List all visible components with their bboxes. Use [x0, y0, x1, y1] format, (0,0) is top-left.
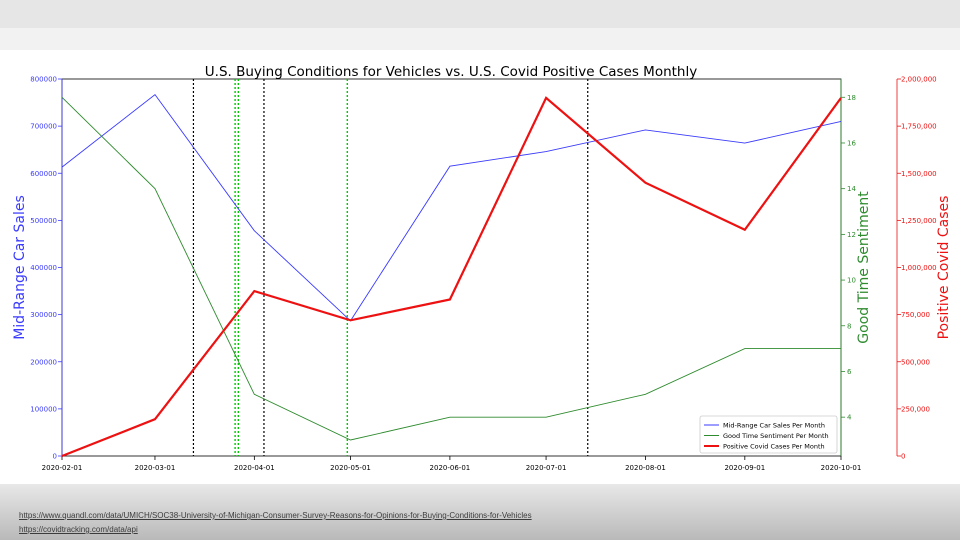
- left-tick-label-1: 100000: [30, 405, 57, 413]
- plot-frame: [61, 78, 842, 457]
- left-tick-label-8: 800000: [30, 76, 57, 84]
- right2-tick-label-5: 1,250,000: [901, 217, 937, 225]
- left-tick-label-0: 0: [53, 453, 57, 461]
- right2-axis-label: Positive Covid Cases: [936, 196, 952, 340]
- sources-footer: https://www.quandl.com/data/UMICH/SOC38-…: [0, 484, 960, 540]
- x-tick-label-6: 2020-08-01: [625, 464, 666, 472]
- series-line-1: [61, 96, 841, 441]
- legend-label-2: Positive Covid Cases Per Month: [723, 443, 825, 451]
- left-axis-label: Mid-Range Car Sales: [12, 195, 28, 340]
- legend-box: [699, 415, 838, 454]
- source-link-umich[interactable]: https://www.quandl.com/data/UMICH/SOC38-…: [19, 511, 532, 520]
- right2-tick-label-4: 1,000,000: [901, 264, 937, 272]
- top-band: [0, 0, 960, 28]
- left-tick-label-7: 700000: [30, 123, 57, 131]
- x-tick-label-1: 2020-03-01: [135, 464, 176, 472]
- right2-tick-label-0: 0: [901, 453, 905, 461]
- chart: 2020-02-01 2020-03-01 2020-04-01 2020-05-01…: [12, 64, 952, 472]
- right1-tick-label-1: 6: [847, 368, 852, 376]
- right1-tick-label-7: 18: [847, 94, 856, 102]
- x-tick-label-3: 2020-05-01: [330, 464, 371, 472]
- series-line-2: [61, 96, 842, 458]
- sub-band: [0, 28, 960, 50]
- chart-title: U.S. Buying Conditions for Vehicles vs. …: [205, 64, 697, 80]
- right2-tick-label-8: 2,000,000: [901, 76, 937, 84]
- right1-tick-label-0: 4: [847, 414, 852, 422]
- series-line-0: [61, 93, 842, 322]
- x-tick-label-7: 2020-09-01: [724, 464, 765, 472]
- right2-tick-label-2: 500,000: [901, 358, 930, 366]
- right2-tick-label-3: 750,000: [901, 311, 930, 319]
- left-tick-label-2: 200000: [30, 358, 57, 366]
- x-tick-label-8: 2020-10-01: [821, 464, 862, 472]
- x-tick-label-4: 2020-06-01: [430, 464, 471, 472]
- legend-label-0: Mid-Range Car Sales Per Month: [723, 422, 825, 430]
- x-tick-label-2: 2020-04-01: [234, 464, 275, 472]
- right1-tick-label-4: 12: [847, 231, 856, 239]
- right1-tick-label-3: 10: [847, 277, 856, 285]
- right2-tick-label-6: 1,500,000: [901, 170, 937, 178]
- right1-tick-label-2: 8: [847, 322, 851, 330]
- right1-tick-label-6: 16: [847, 139, 856, 147]
- source-link-covidtracking[interactable]: https://covidtracking.com/data/api: [19, 525, 138, 534]
- right1-axis-label: Good Time Sentiment: [856, 191, 872, 344]
- right2-tick-label-7: 1,750,000: [901, 123, 937, 131]
- right2-tick-label-1: 250,000: [901, 405, 930, 413]
- left-tick-label-4: 400000: [30, 264, 57, 272]
- left-tick-label-5: 500000: [30, 217, 57, 225]
- left-tick-label-6: 600000: [30, 170, 57, 178]
- x-tick-label-5: 2020-07-01: [526, 464, 567, 472]
- x-tick-label-0: 2020-02-01: [42, 464, 83, 472]
- left-tick-label-3: 300000: [30, 311, 57, 319]
- legend-label-1: Good Time Sentiment Per Month: [723, 432, 829, 440]
- right1-tick-label-5: 14: [847, 185, 856, 193]
